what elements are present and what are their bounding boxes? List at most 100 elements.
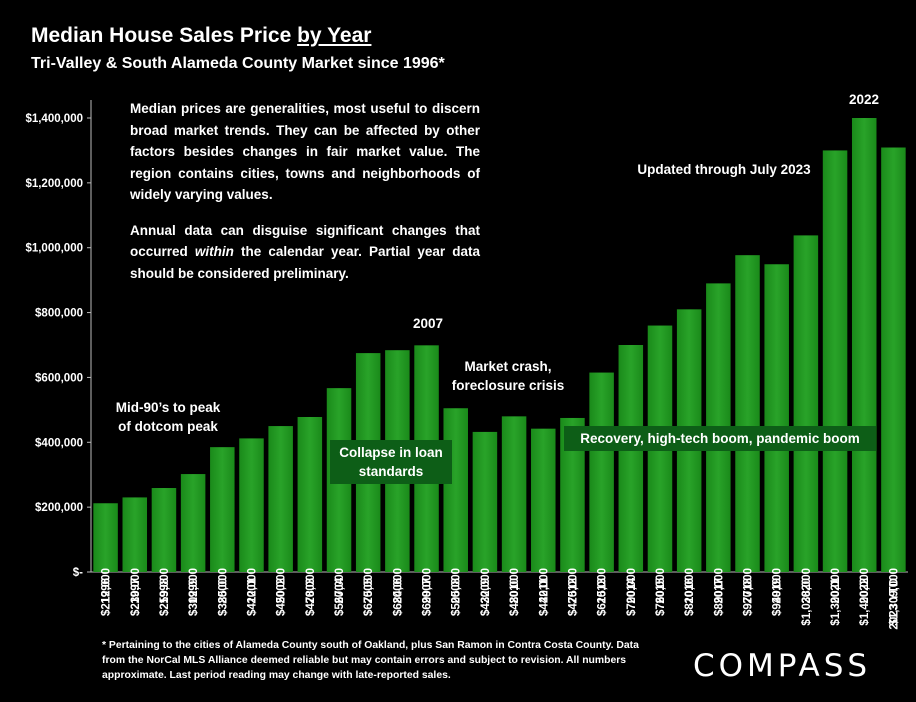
x-tick-label: 2010 bbox=[509, 578, 521, 604]
x-tick-label: 1998 bbox=[159, 577, 171, 603]
bar bbox=[501, 416, 527, 572]
annotation-crash: Market crash, foreclosure crisis bbox=[451, 359, 565, 393]
x-tick-label: 2021 bbox=[830, 577, 842, 603]
bar-value-label: $890,000 bbox=[713, 568, 725, 616]
x-tick-label: 2004 bbox=[334, 577, 346, 603]
title-main: Median House Sales Price bbox=[31, 24, 298, 47]
annotation-2007: 2007 bbox=[412, 316, 444, 331]
bar bbox=[472, 431, 498, 572]
x-tick-label: 2011 bbox=[538, 577, 550, 603]
x-tick-label: 1997 bbox=[130, 578, 142, 604]
bar bbox=[531, 428, 556, 572]
bar-value-label: $567,000 bbox=[334, 568, 346, 616]
annotation-collapse: Collapse in loan standards bbox=[330, 440, 452, 484]
methodology-note: Median prices are generalities, most use… bbox=[130, 98, 480, 298]
y-tick-label: $800,000 bbox=[35, 308, 83, 320]
y-tick-label: $1,200,000 bbox=[25, 178, 83, 190]
compass-logo: COMPASS bbox=[693, 648, 872, 684]
y-tick-label: $- bbox=[73, 567, 83, 579]
bar-value-label: $810,000 bbox=[684, 568, 696, 616]
bar-value-label: $1,038,000 bbox=[801, 568, 813, 626]
y-tick-label: $400,000 bbox=[35, 437, 83, 449]
x-tick-label: 2009 bbox=[480, 578, 492, 604]
bar bbox=[180, 474, 206, 572]
bar bbox=[851, 118, 877, 572]
x-tick-label: 2023 YTD bbox=[888, 578, 900, 630]
x-tick-label: 1999 bbox=[188, 578, 200, 604]
bar-value-label: $699,000 bbox=[422, 568, 434, 616]
x-tick-label: 1996 bbox=[101, 578, 113, 604]
x-tick-label: 2018 bbox=[743, 577, 755, 603]
x-tick-label: 2006 bbox=[392, 578, 404, 604]
bar bbox=[618, 345, 644, 572]
y-tick-label: $200,000 bbox=[35, 502, 83, 514]
bar bbox=[297, 416, 323, 572]
bar bbox=[268, 426, 293, 572]
x-tick-label: 2016 bbox=[684, 578, 696, 604]
x-tick-label: 2008 bbox=[451, 577, 463, 603]
x-tick-label: 2013 bbox=[597, 578, 609, 604]
bar-value-label: $760,000 bbox=[655, 568, 667, 616]
bar bbox=[122, 497, 148, 572]
bar bbox=[735, 255, 760, 572]
bar bbox=[151, 488, 177, 572]
footnote: * Pertaining to the cities of Alameda Co… bbox=[102, 640, 639, 681]
x-tick-label: 2007 bbox=[422, 578, 434, 604]
bar-value-label: $478,000 bbox=[305, 568, 317, 616]
bar-value-label: $684,000 bbox=[392, 568, 404, 616]
bar bbox=[93, 503, 118, 572]
note-paragraph-2: Annual data can disguise significant cha… bbox=[130, 222, 481, 281]
bar-value-label: $412,000 bbox=[246, 568, 258, 616]
x-tick-label: 2020 bbox=[801, 578, 813, 604]
bar-value-label: $385,000 bbox=[217, 568, 229, 616]
x-tick-label: 2000 bbox=[217, 578, 229, 604]
bar bbox=[881, 147, 906, 572]
x-tick-label: 2005 bbox=[363, 577, 375, 603]
bar-value-label: $259,000 bbox=[159, 568, 171, 616]
bar-value-label: $1,300,000 bbox=[830, 568, 842, 626]
x-tick-label: 2012 bbox=[567, 578, 579, 604]
bar-value-label: $230,000 bbox=[130, 568, 142, 616]
bar bbox=[443, 408, 468, 572]
note-paragraph-1: Median prices are generalities, most use… bbox=[130, 101, 480, 202]
x-tick-label: 2003 bbox=[305, 578, 317, 604]
annotation-updated: Updated through July 2023 bbox=[637, 162, 811, 177]
bar-value-label: $1,309,000 bbox=[888, 568, 900, 626]
title-underlined: by Year bbox=[297, 24, 372, 47]
annotation-dotcom: Mid-90’s to peak of dotcom peak bbox=[115, 400, 221, 434]
bar-value-label: $302,000 bbox=[188, 568, 200, 616]
bar bbox=[822, 150, 848, 572]
bar bbox=[239, 438, 264, 572]
bar-value-label: $475,000 bbox=[567, 568, 579, 616]
bar-value-label: $700,000 bbox=[626, 568, 638, 616]
x-tick-label: 2002 bbox=[276, 578, 288, 604]
x-tick-label: 2017 bbox=[713, 578, 725, 604]
bar-value-label: $450,000 bbox=[276, 568, 288, 616]
y-tick-label: $600,000 bbox=[35, 372, 83, 384]
bar bbox=[793, 235, 819, 573]
x-tick-label: 2022 bbox=[859, 578, 871, 604]
y-tick-label: $1,000,000 bbox=[25, 243, 83, 255]
bar-value-label: $615,000 bbox=[597, 568, 609, 616]
chart-subtitle: Tri-Valley & South Alameda County Market… bbox=[31, 55, 445, 72]
bar-value-label: $977,000 bbox=[743, 568, 755, 616]
x-tick-label: 2019 bbox=[772, 578, 784, 604]
annotation-recovery: Recovery, high-tech boom, pandemic boom bbox=[564, 426, 876, 451]
bar-value-label: $442,000 bbox=[538, 568, 550, 616]
bar bbox=[589, 372, 614, 572]
bar-value-label: $949,000 bbox=[772, 568, 784, 616]
bar-value-label: $505,000 bbox=[451, 568, 463, 616]
chart-title: Median House Sales Price by Year bbox=[31, 24, 371, 48]
x-tick-label: 2001 bbox=[246, 577, 258, 603]
bar-value-label: $432,000 bbox=[480, 568, 492, 616]
bar-value-label: $212,000 bbox=[101, 568, 113, 616]
annotation-2022: 2022 bbox=[848, 92, 880, 107]
y-tick-label: $1,400,000 bbox=[25, 113, 83, 125]
x-tick-label: 2014 bbox=[626, 577, 638, 603]
bar-value-label: $1,400,000 bbox=[859, 568, 871, 626]
x-tick-label: 2015 bbox=[655, 577, 667, 603]
bar bbox=[764, 264, 789, 572]
bar-value-label: $480,000 bbox=[509, 568, 521, 616]
bar-value-label: $675,000 bbox=[363, 568, 375, 616]
bar bbox=[210, 447, 235, 572]
